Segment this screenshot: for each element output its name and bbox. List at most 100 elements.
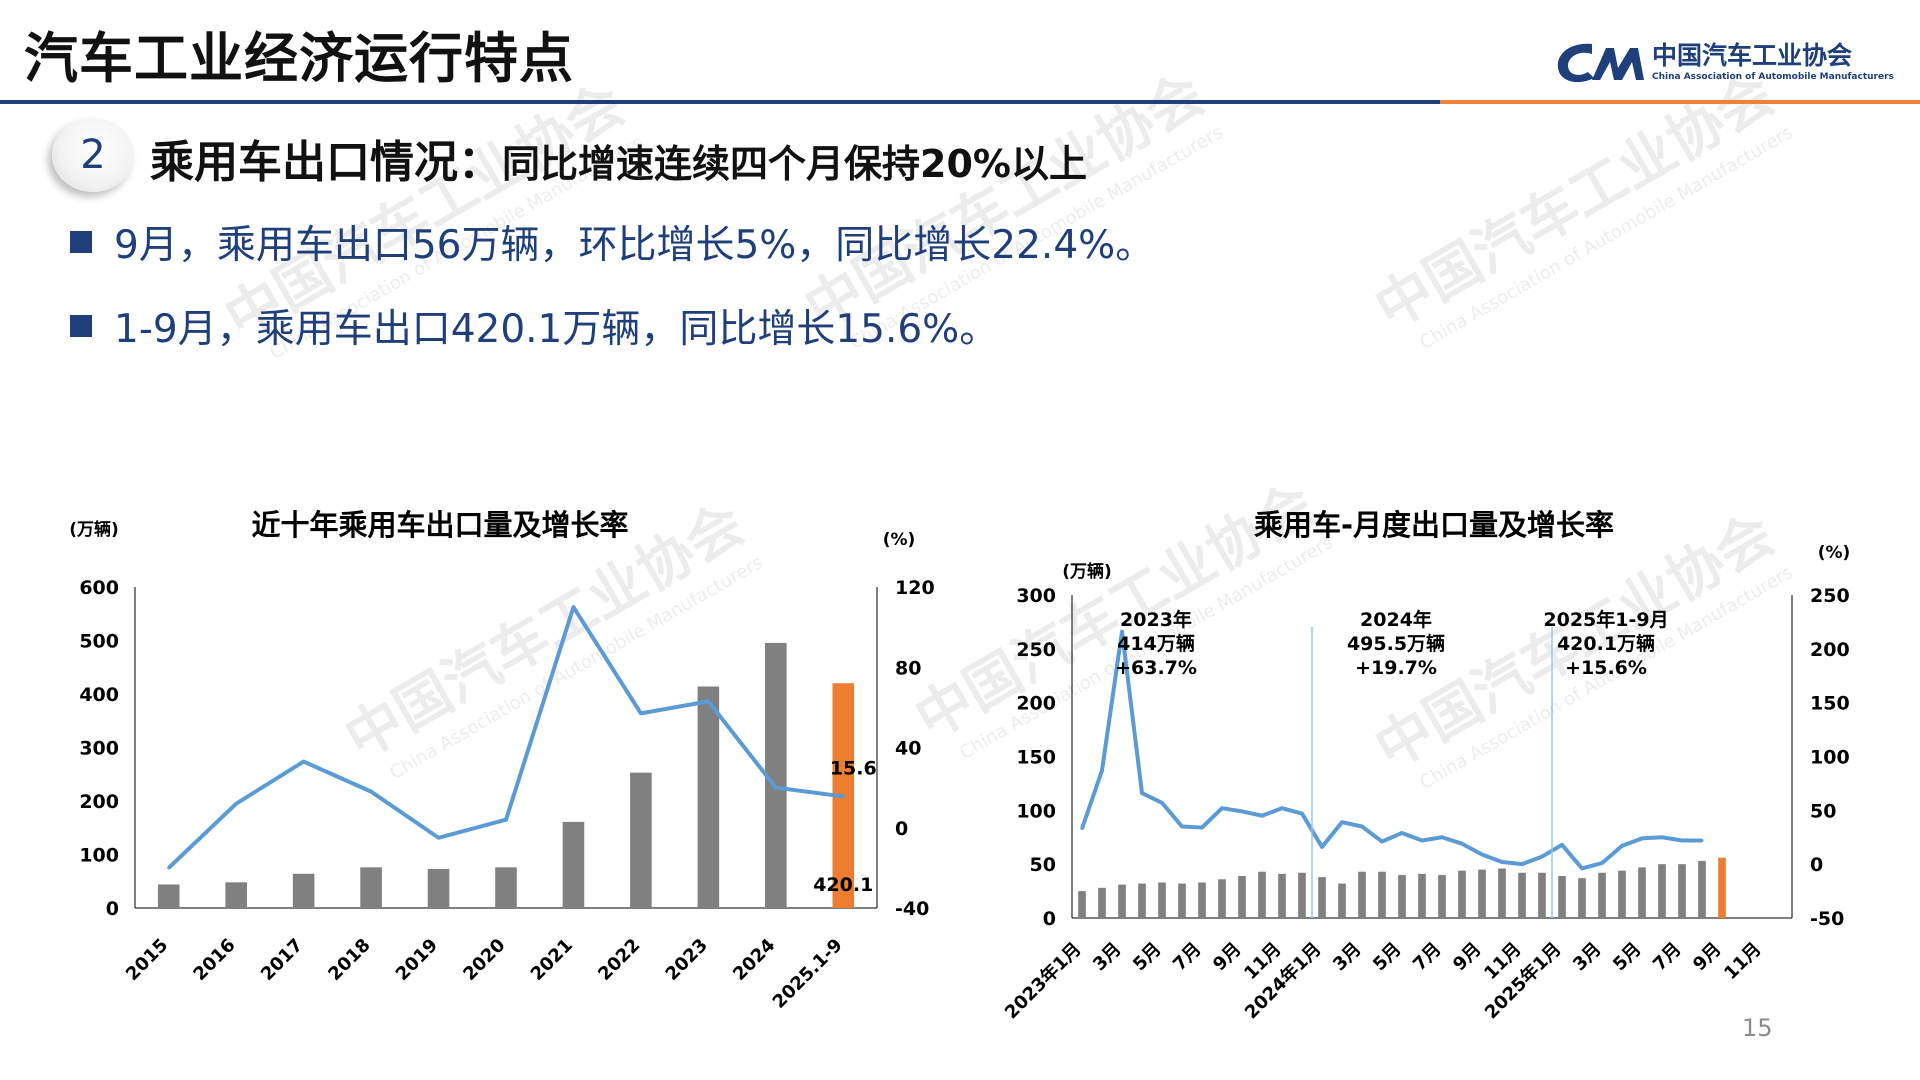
bar bbox=[1498, 868, 1506, 918]
bar bbox=[1158, 882, 1166, 918]
bar bbox=[1358, 871, 1366, 918]
growth-rate-point bbox=[1320, 845, 1324, 849]
x-tick-label: 2023 bbox=[662, 935, 712, 985]
bar bbox=[1098, 887, 1106, 918]
chart-title: 乘用车-月度出口量及增长率 bbox=[1254, 508, 1614, 542]
growth-rate-point bbox=[774, 786, 778, 790]
bar bbox=[1318, 877, 1326, 918]
y-tick-label: 150 bbox=[1016, 747, 1056, 769]
growth-rate-point bbox=[1620, 844, 1624, 848]
x-tick-label: 2017 bbox=[257, 935, 307, 985]
y2-tick-label: 80 bbox=[895, 657, 921, 679]
bar bbox=[1698, 860, 1706, 918]
chart-title: 近十年乘用车出口量及增长率 bbox=[251, 508, 628, 542]
x-tick-label: 7月 bbox=[1409, 939, 1445, 975]
x-tick-label: 5月 bbox=[1369, 939, 1405, 975]
y-tick-label: 500 bbox=[79, 631, 119, 653]
y-tick-label: 300 bbox=[1016, 585, 1056, 607]
bar bbox=[292, 873, 315, 908]
logo-chinese-name: 中国汽车工业协会 bbox=[1652, 41, 1853, 70]
growth-rate-point bbox=[1420, 838, 1424, 842]
bar bbox=[765, 642, 787, 908]
annotation-growth: +19.7% bbox=[1355, 657, 1437, 679]
y-tick-label: 100 bbox=[79, 845, 119, 867]
growth-rate-point bbox=[1400, 831, 1404, 835]
bar bbox=[1458, 870, 1466, 918]
growth-rate-point bbox=[1080, 827, 1084, 831]
bar bbox=[1178, 883, 1186, 918]
x-tick-label: 3月 bbox=[1329, 939, 1365, 975]
annotation-year: 2025年1-9月 bbox=[1543, 608, 1668, 631]
bar bbox=[1298, 872, 1306, 918]
bar bbox=[1538, 872, 1546, 918]
bullet-item: 9月，乘用车出口56万辆，环比增长5%，同比增长22.4%。 bbox=[70, 214, 1154, 270]
bar bbox=[1198, 882, 1206, 918]
bar bbox=[1118, 884, 1126, 918]
growth-rate-point bbox=[1560, 843, 1564, 847]
growth-rate-point bbox=[1240, 809, 1244, 813]
growth-rate-point bbox=[1440, 835, 1444, 839]
y-tick-label: 300 bbox=[79, 738, 119, 760]
y2-tick-label: 150 bbox=[1810, 693, 1850, 715]
x-tick-label: 2023年1月 bbox=[1000, 938, 1085, 1020]
growth-rate-point bbox=[1500, 860, 1504, 864]
y2-tick-label: 0 bbox=[895, 818, 908, 840]
annotation-year: 2023年 bbox=[1120, 608, 1192, 631]
bar bbox=[225, 882, 247, 908]
growth-rate-point bbox=[369, 790, 373, 794]
monthly-export-chart: 乘用车-月度出口量及增长率 (万辆) (%) 0 50 100 150 200 250 300 -5… bbox=[1000, 508, 1850, 1020]
y-tick-label: 200 bbox=[79, 791, 119, 813]
x-tick-label: 7月 bbox=[1649, 939, 1685, 975]
y-tick-label: 400 bbox=[79, 684, 119, 706]
bar bbox=[1218, 879, 1226, 918]
bullet-square-icon bbox=[70, 231, 92, 253]
bar bbox=[1378, 871, 1386, 918]
x-tick-label: 3月 bbox=[1089, 939, 1125, 975]
growth-rate-point bbox=[1120, 630, 1124, 634]
growth-rate-point bbox=[571, 605, 575, 609]
y2-tick-label: 120 bbox=[895, 577, 935, 599]
section-number-badge: 2 bbox=[52, 118, 134, 192]
annotation-total: 414万辆 bbox=[1117, 632, 1195, 655]
section-title: 乘用车出口情况： bbox=[150, 137, 502, 188]
annotation-total: 495.5万辆 bbox=[1347, 632, 1445, 655]
y-tick-label: 0 bbox=[106, 898, 119, 920]
growth-rate-point bbox=[1200, 826, 1204, 830]
growth-rate-point bbox=[1160, 801, 1164, 805]
x-tick-label: 2016 bbox=[189, 935, 239, 985]
x-tick-label: 2015 bbox=[122, 935, 172, 985]
growth-rate-point bbox=[234, 802, 238, 806]
growth-rate-point bbox=[1480, 852, 1484, 856]
y-tick-label: 50 bbox=[1030, 854, 1056, 876]
annotation-growth: +15.6% bbox=[1565, 657, 1647, 679]
x-tick-label: 11月 bbox=[1720, 939, 1765, 984]
bar bbox=[495, 867, 517, 908]
bar bbox=[1338, 883, 1346, 918]
growth-rate-point bbox=[1340, 820, 1344, 824]
growth-rate-point bbox=[1360, 824, 1364, 828]
page-number: 15 bbox=[1742, 1014, 1773, 1042]
growth-rate-point bbox=[639, 711, 643, 715]
growth-rate-point bbox=[1380, 840, 1384, 844]
y-tick-label: 200 bbox=[1016, 693, 1056, 715]
bar bbox=[1658, 864, 1666, 918]
bar bbox=[157, 884, 180, 908]
x-tick-label: 2022 bbox=[594, 935, 644, 985]
x-tick-label: 5月 bbox=[1609, 939, 1645, 975]
x-tick-label: 5月 bbox=[1129, 939, 1165, 975]
growth-rate-point bbox=[1180, 824, 1184, 828]
y2-tick-label: 40 bbox=[895, 738, 921, 760]
growth-rate-point bbox=[1600, 861, 1604, 865]
bar bbox=[1438, 874, 1446, 918]
volume-data-label: 420.1 bbox=[813, 874, 873, 896]
section-subtitle: 同比增速连续四个月保持20%以上 bbox=[502, 142, 1087, 186]
x-tick-label: 2020 bbox=[459, 935, 509, 985]
x-tick-label: 2018 bbox=[324, 935, 374, 985]
y2-tick-label: 250 bbox=[1810, 585, 1850, 607]
bar bbox=[427, 868, 450, 908]
x-tick-label: 7月 bbox=[1169, 939, 1205, 975]
y2-tick-label: 0 bbox=[1810, 854, 1823, 876]
growth-rate-point bbox=[1540, 855, 1544, 859]
bar bbox=[1718, 857, 1726, 918]
